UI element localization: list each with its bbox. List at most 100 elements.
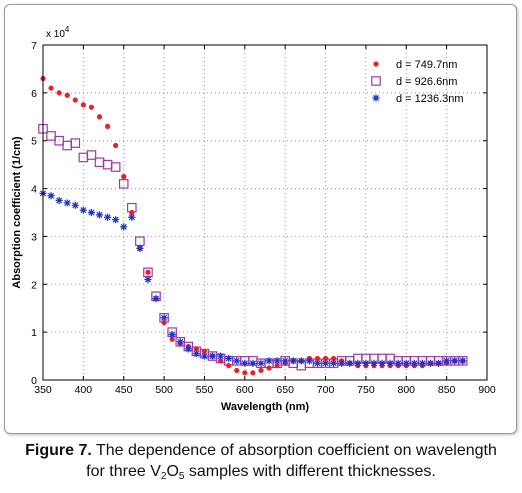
data-point bbox=[193, 346, 199, 352]
series-layer bbox=[38, 75, 468, 376]
legend-item: d = 926.6nm bbox=[371, 76, 457, 88]
data-point bbox=[321, 359, 330, 367]
tick-layer: 350 400 450 500 550 600 650 700 750 800 850 900 0 1 2 3… bbox=[31, 40, 496, 396]
legend-marker bbox=[372, 94, 380, 102]
data-point bbox=[234, 367, 240, 374]
data-point bbox=[136, 244, 144, 252]
y-tick-label: 0 bbox=[31, 375, 37, 387]
x-tick-label: 900 bbox=[478, 384, 496, 396]
data-point bbox=[63, 199, 71, 207]
x-tick-label: 500 bbox=[155, 384, 173, 396]
caption-text-2c: samples with different thicknesses. bbox=[184, 463, 436, 480]
legend: d = 749.7nm d = 926.6nm d = 1236.3nm bbox=[371, 59, 464, 105]
legend-label: d = 1236.3nm bbox=[396, 93, 464, 105]
data-point bbox=[451, 357, 459, 365]
y-multiplier-base: x 10 bbox=[46, 29, 65, 40]
data-point bbox=[113, 142, 119, 149]
series-3 bbox=[39, 189, 467, 367]
caption-subscript-1: 2 bbox=[160, 471, 167, 482]
figure-caption: Figure 7. The dependence of absorption c… bbox=[0, 440, 522, 487]
data-point bbox=[200, 352, 209, 360]
data-point bbox=[118, 178, 129, 189]
data-point bbox=[265, 357, 273, 365]
x-tick-label: 800 bbox=[398, 384, 416, 396]
data-point bbox=[459, 357, 467, 365]
y-tick-label: 3 bbox=[31, 231, 37, 243]
x-tick-label: 600 bbox=[236, 384, 254, 396]
caption-text-2a: for three V bbox=[86, 463, 161, 480]
data-point bbox=[129, 209, 135, 216]
caption-text-1: The dependence of absorption coefficient… bbox=[95, 442, 497, 459]
legend-marker bbox=[373, 61, 379, 67]
data-point bbox=[152, 295, 160, 303]
data-point bbox=[258, 367, 264, 374]
data-point bbox=[378, 359, 386, 367]
data-point bbox=[305, 357, 313, 365]
absorption-chart: 350 400 450 500 550 600 650 700 750 800 850 900 0 1 2 3… bbox=[11, 25, 496, 413]
caption-subscript-2: 5 bbox=[178, 471, 185, 482]
y-axis-label: Absorption coefficient (1/cm) bbox=[11, 136, 23, 289]
data-point bbox=[104, 123, 111, 129]
data-point bbox=[241, 359, 249, 367]
data-point bbox=[47, 192, 55, 200]
caption-line-1: Figure 7. The dependence of absorption c… bbox=[0, 440, 522, 461]
caption-line-2: for three V2O5 samples with different th… bbox=[0, 461, 522, 487]
data-point bbox=[338, 359, 346, 367]
y-tick-label: 6 bbox=[31, 88, 37, 100]
data-point bbox=[64, 92, 70, 98]
data-point bbox=[226, 363, 232, 369]
x-tick-label: 400 bbox=[75, 384, 93, 396]
y-tick-label: 1 bbox=[31, 327, 37, 339]
x-tick-label: 650 bbox=[276, 384, 294, 396]
y-multiplier-exponent: 4 bbox=[65, 25, 70, 34]
data-point bbox=[217, 352, 225, 360]
data-point bbox=[103, 213, 112, 221]
figure-number: Figure 7. bbox=[25, 442, 92, 459]
data-point bbox=[249, 359, 257, 367]
data-point bbox=[110, 162, 121, 172]
data-point bbox=[79, 206, 87, 214]
data-point bbox=[121, 174, 127, 180]
plot-area bbox=[43, 45, 487, 380]
data-point bbox=[87, 208, 96, 217]
data-point bbox=[330, 359, 338, 367]
data-point bbox=[120, 223, 128, 231]
x-tick-label: 350 bbox=[34, 384, 52, 396]
plot-frame bbox=[42, 44, 488, 381]
data-point bbox=[112, 216, 120, 224]
data-point bbox=[266, 365, 272, 371]
x-tick-label: 850 bbox=[438, 384, 456, 396]
data-point bbox=[218, 358, 224, 364]
data-point bbox=[128, 213, 136, 221]
data-point bbox=[95, 211, 104, 219]
data-point bbox=[322, 355, 329, 362]
data-point bbox=[168, 330, 176, 339]
data-point bbox=[362, 359, 370, 367]
data-point bbox=[88, 104, 95, 110]
y-tick-label: 4 bbox=[31, 184, 37, 196]
data-point bbox=[297, 357, 305, 365]
data-point bbox=[402, 359, 410, 367]
data-point bbox=[169, 336, 175, 342]
data-point bbox=[72, 97, 78, 103]
x-tick-label: 700 bbox=[317, 384, 335, 396]
data-point bbox=[144, 275, 152, 284]
data-point bbox=[208, 352, 217, 360]
data-point bbox=[86, 150, 97, 160]
data-point bbox=[410, 359, 418, 367]
data-point bbox=[457, 356, 468, 366]
data-point bbox=[443, 357, 451, 365]
legend-label: d = 926.6nm bbox=[396, 76, 457, 88]
data-point bbox=[96, 114, 103, 120]
y-tick-label: 5 bbox=[31, 136, 37, 148]
data-point bbox=[192, 350, 200, 358]
legend-item: d = 1236.3nm bbox=[372, 93, 464, 105]
data-point bbox=[70, 138, 81, 148]
y-tick-label: 7 bbox=[31, 40, 37, 52]
data-point bbox=[225, 354, 233, 363]
data-point bbox=[55, 196, 63, 205]
data-point bbox=[250, 370, 256, 376]
legend-item: d = 749.7nm bbox=[373, 59, 457, 71]
data-point bbox=[71, 201, 79, 209]
data-point bbox=[176, 338, 184, 346]
